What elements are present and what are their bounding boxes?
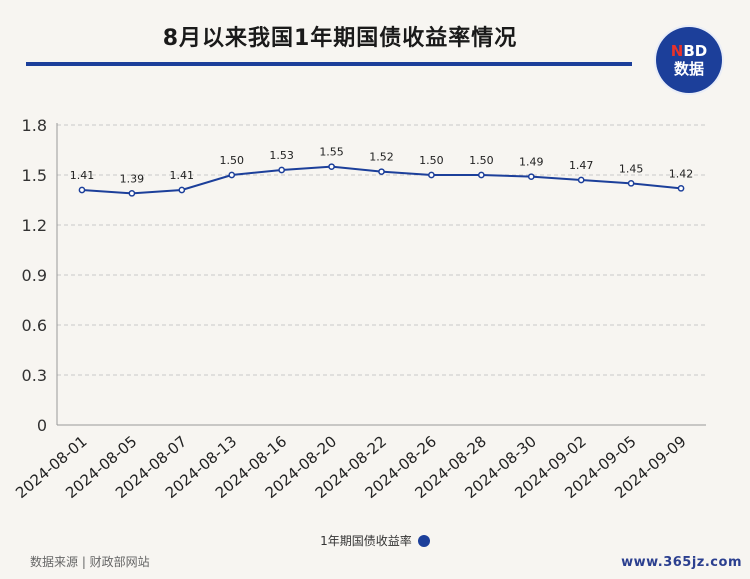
data-point bbox=[577, 176, 585, 184]
y-tick-label: 1.5 bbox=[22, 166, 47, 185]
data-point bbox=[228, 171, 236, 179]
y-tick-label: 1.2 bbox=[22, 216, 47, 235]
data-label: 1.53 bbox=[269, 149, 294, 162]
data-label: 1.41 bbox=[70, 169, 95, 182]
y-tick-label: 0.9 bbox=[22, 266, 47, 285]
data-label: 1.49 bbox=[519, 156, 544, 169]
data-label: 1.41 bbox=[170, 169, 195, 182]
legend-dot-icon bbox=[417, 534, 430, 547]
data-point bbox=[677, 184, 685, 192]
data-point bbox=[428, 171, 435, 179]
data-point bbox=[627, 179, 635, 187]
y-tick-label: 0.6 bbox=[22, 316, 47, 335]
data-point bbox=[78, 186, 86, 194]
data-label: 1.50 bbox=[219, 154, 244, 167]
chart-title: 8月以来我国1年期国债收益率情况 bbox=[162, 26, 518, 51]
data-point bbox=[477, 171, 485, 179]
data-point bbox=[328, 163, 335, 171]
data-point bbox=[128, 189, 136, 197]
data-label: 1.45 bbox=[619, 162, 644, 175]
nbd-logo: NBD 数据 bbox=[656, 27, 722, 93]
data-point bbox=[378, 168, 385, 176]
data-label: 1.42 bbox=[669, 167, 694, 180]
y-tick-label: 0 bbox=[37, 416, 47, 435]
data-point bbox=[278, 166, 286, 174]
legend-label: 1年期国债收益率 bbox=[320, 534, 412, 548]
site-watermark: www.365jz.com bbox=[621, 555, 742, 570]
source-note: 数据来源 | 财政部网站 bbox=[30, 555, 150, 569]
y-tick-label: 0.3 bbox=[22, 366, 47, 385]
data-point bbox=[527, 173, 535, 181]
logo-line1: NBD bbox=[670, 41, 708, 60]
title-underline bbox=[26, 62, 632, 66]
logo-line2: 数据 bbox=[673, 59, 704, 78]
data-label: 1.50 bbox=[469, 154, 494, 167]
data-label: 1.47 bbox=[569, 159, 594, 172]
data-point bbox=[178, 186, 186, 194]
data-label: 1.55 bbox=[319, 146, 344, 159]
data-label: 1.52 bbox=[369, 151, 394, 164]
data-label: 1.50 bbox=[419, 154, 444, 167]
data-label: 1.39 bbox=[120, 172, 145, 185]
legend: 1年期国债收益率 bbox=[0, 532, 750, 549]
y-tick-label: 1.8 bbox=[22, 116, 47, 135]
